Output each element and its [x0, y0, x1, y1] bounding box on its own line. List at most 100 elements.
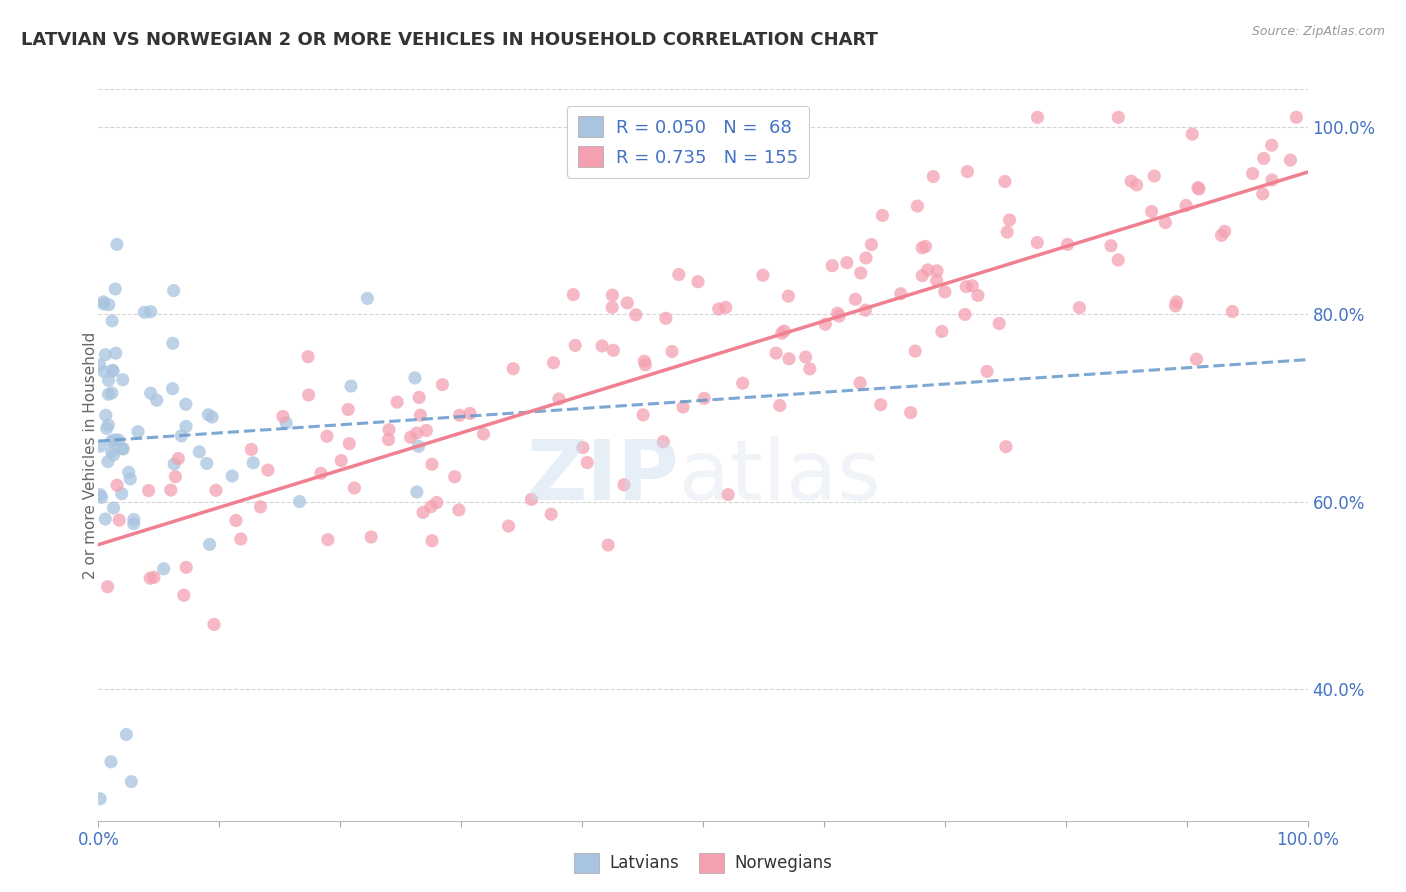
Point — [828, 309, 851, 323]
Point — [89, 791, 111, 805]
Point — [794, 350, 817, 364]
Point — [117, 465, 139, 479]
Point — [405, 485, 427, 500]
Point — [420, 500, 443, 514]
Point — [769, 399, 792, 413]
Point — [229, 532, 252, 546]
Point — [540, 507, 562, 521]
Point — [249, 500, 271, 514]
Point — [821, 259, 844, 273]
Point — [934, 285, 956, 299]
Point — [731, 376, 754, 391]
Point — [89, 358, 111, 372]
Point — [860, 237, 883, 252]
Point — [953, 307, 976, 321]
Point — [139, 571, 162, 585]
Point — [1279, 153, 1302, 168]
Point — [672, 400, 695, 414]
Point — [377, 433, 399, 447]
Point — [101, 386, 124, 401]
Point — [90, 491, 112, 505]
Point — [93, 365, 115, 379]
Point — [849, 376, 872, 390]
Point — [415, 424, 437, 438]
Point — [998, 213, 1021, 227]
Point — [337, 402, 360, 417]
Point — [94, 348, 117, 362]
Point — [105, 237, 128, 252]
Point — [108, 513, 131, 527]
Point — [165, 469, 187, 483]
Point — [624, 308, 647, 322]
Point — [1026, 235, 1049, 250]
Point — [271, 409, 294, 424]
Point — [257, 463, 280, 477]
Point — [225, 513, 247, 527]
Point — [167, 451, 190, 466]
Point — [668, 268, 690, 282]
Point — [572, 441, 595, 455]
Point — [869, 398, 891, 412]
Point — [101, 314, 124, 328]
Point — [686, 275, 709, 289]
Point — [655, 311, 678, 326]
Point — [799, 362, 821, 376]
Point — [520, 492, 543, 507]
Point — [378, 423, 401, 437]
Point — [97, 418, 120, 433]
Point — [1140, 204, 1163, 219]
Point — [1121, 174, 1143, 188]
Point — [103, 433, 125, 447]
Point — [94, 512, 117, 526]
Point — [122, 512, 145, 526]
Point — [1222, 304, 1244, 318]
Point — [1211, 228, 1233, 243]
Point — [405, 425, 427, 440]
Point — [714, 301, 737, 315]
Point — [1253, 152, 1275, 166]
Point — [1187, 180, 1209, 194]
Point — [97, 387, 120, 401]
Point — [458, 406, 481, 420]
Point — [288, 494, 311, 508]
Point — [564, 338, 586, 352]
Point — [399, 430, 422, 444]
Point — [911, 241, 934, 255]
Point — [100, 755, 122, 769]
Point — [174, 397, 197, 411]
Point — [1143, 169, 1166, 183]
Point — [111, 442, 134, 456]
Point — [162, 382, 184, 396]
Point — [1154, 215, 1177, 229]
Point — [995, 225, 1018, 239]
Point — [1056, 237, 1078, 252]
Point — [139, 386, 162, 401]
Point — [408, 391, 430, 405]
Point — [163, 284, 186, 298]
Point — [849, 266, 872, 280]
Point — [197, 408, 219, 422]
Legend: R = 0.050   N =  68, R = 0.735   N = 155: R = 0.050 N = 68, R = 0.735 N = 155 — [567, 105, 808, 178]
Point — [994, 175, 1017, 189]
Point — [1069, 301, 1091, 315]
Point — [707, 301, 730, 316]
Point — [115, 727, 138, 741]
Point — [101, 363, 124, 377]
Point — [316, 429, 339, 443]
Point — [904, 344, 927, 359]
Point — [100, 434, 122, 449]
Point — [202, 617, 225, 632]
Point — [498, 519, 520, 533]
Point — [765, 346, 787, 360]
Point — [89, 487, 111, 501]
Point — [356, 292, 378, 306]
Point — [472, 427, 495, 442]
Point — [103, 501, 125, 516]
Point — [1166, 294, 1188, 309]
Point — [613, 478, 636, 492]
Point — [752, 268, 775, 283]
Point — [221, 469, 243, 483]
Point — [134, 305, 156, 319]
Point — [111, 373, 134, 387]
Point — [97, 580, 120, 594]
